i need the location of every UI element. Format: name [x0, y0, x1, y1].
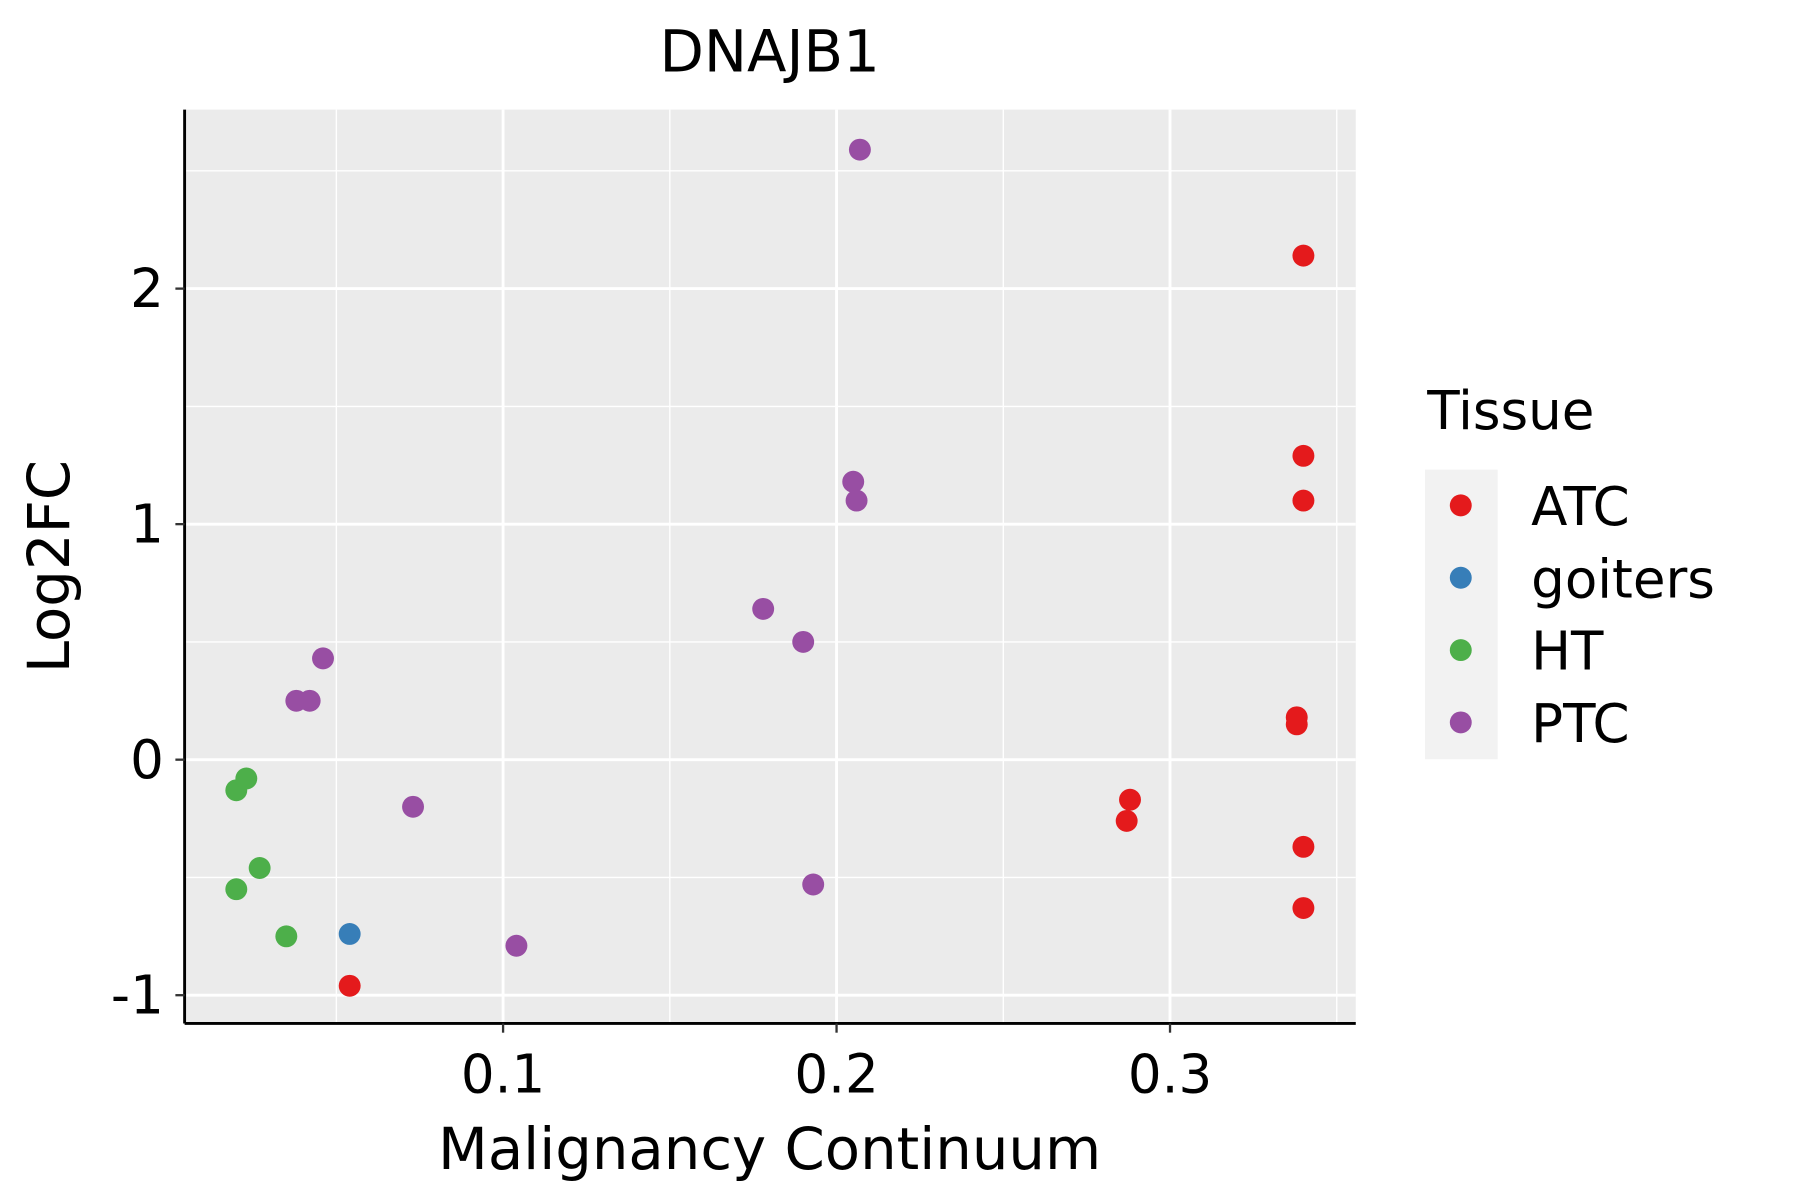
point-ptc — [312, 647, 334, 670]
point-ptc — [505, 934, 528, 957]
point-ptc — [842, 470, 865, 493]
point-atc — [1292, 897, 1315, 920]
legend-label-goiters: goiters — [1531, 548, 1715, 610]
legend: ATC goiters HT PTC — [1449, 476, 1715, 755]
point-ptc — [845, 489, 868, 512]
point-atc — [1285, 713, 1308, 736]
legend-key-atc — [1449, 494, 1472, 517]
point-ptc — [792, 630, 815, 653]
point-ht — [225, 878, 248, 901]
point-ptc — [802, 873, 825, 896]
y-tick-label: -1 — [111, 965, 164, 1027]
x-tick-label: 0.1 — [461, 1044, 545, 1106]
point-atc — [1119, 788, 1141, 811]
legend-label-ht: HT — [1531, 621, 1604, 683]
ticks: 0.1 0.2 0.3 -1 0 1 2 — [111, 258, 1212, 1106]
legend-label-ptc: PTC — [1531, 693, 1629, 755]
legend-key-ht — [1449, 639, 1472, 662]
point-atc — [1292, 444, 1315, 467]
y-tick-label: 1 — [130, 494, 164, 556]
plot-panel — [184, 109, 1356, 1024]
point-ptc — [752, 597, 775, 620]
point-goiters — [338, 922, 361, 945]
point-atc — [1292, 244, 1315, 267]
point-atc — [1292, 489, 1315, 512]
point-atc — [1292, 835, 1315, 858]
legend-key-ptc — [1449, 711, 1472, 734]
point-ptc — [402, 795, 425, 818]
point-ht — [275, 925, 298, 948]
y-tick-label: 2 — [130, 258, 164, 320]
y-axis-label: Log2FC — [15, 460, 83, 673]
point-ptc — [848, 138, 871, 161]
x-tick-label: 0.2 — [794, 1044, 878, 1106]
point-atc — [1115, 809, 1138, 832]
point-ptc — [298, 689, 321, 712]
point-atc — [338, 974, 361, 997]
legend-label-atc: ATC — [1531, 476, 1630, 538]
x-axis-label: Malignancy Continuum — [438, 1115, 1101, 1183]
x-tick-label: 0.3 — [1128, 1044, 1212, 1106]
point-ht — [235, 767, 258, 790]
y-tick-label: 0 — [130, 729, 164, 791]
point-ht — [248, 857, 271, 879]
points — [225, 138, 1315, 997]
legend-key-goiters — [1449, 566, 1472, 589]
grid — [184, 109, 1356, 1024]
legend-key-background — [1425, 469, 1498, 760]
legend-title: Tissue — [1426, 380, 1594, 442]
chart-title: DNAJB1 — [659, 18, 879, 86]
